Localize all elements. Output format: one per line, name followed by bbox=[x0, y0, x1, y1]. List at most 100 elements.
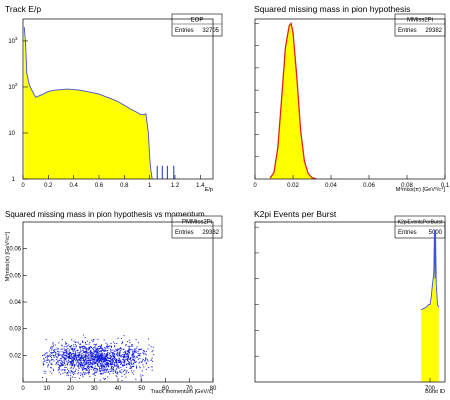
panel3-point bbox=[76, 356, 78, 358]
panel3-point bbox=[54, 351, 56, 353]
panel3-point bbox=[100, 353, 102, 355]
panel3-point bbox=[67, 356, 69, 358]
panel3-point bbox=[88, 371, 90, 373]
panel3-point bbox=[134, 350, 136, 352]
panel3-point bbox=[133, 370, 135, 372]
panel3-point bbox=[76, 363, 78, 365]
panel3-point bbox=[116, 363, 118, 365]
panel3-point bbox=[107, 371, 109, 373]
panel3-point bbox=[56, 357, 58, 359]
panel3-point bbox=[142, 364, 144, 366]
panel3-point bbox=[82, 334, 84, 336]
panel3-point bbox=[72, 360, 74, 362]
panel3-point bbox=[139, 357, 141, 359]
panel3-point bbox=[111, 355, 113, 357]
panel3-point bbox=[106, 369, 108, 371]
panel3-point bbox=[126, 358, 128, 360]
panel3-point bbox=[56, 362, 58, 364]
panel3-point bbox=[100, 350, 102, 352]
panel3-point bbox=[139, 349, 141, 351]
panel3-point bbox=[128, 360, 130, 362]
panel3-point bbox=[100, 359, 102, 361]
panel3-point bbox=[77, 354, 79, 356]
panel3-point bbox=[65, 359, 67, 361]
panel3-point bbox=[127, 371, 129, 373]
panel3-point bbox=[115, 372, 117, 374]
panel3-point bbox=[109, 358, 111, 360]
panel3-point bbox=[89, 354, 91, 356]
panel3-point bbox=[80, 363, 82, 365]
panel3-point bbox=[64, 357, 66, 359]
panel3-point bbox=[109, 360, 111, 362]
panel3-point bbox=[91, 362, 93, 364]
panel1-ytick-label: 10 bbox=[8, 85, 15, 91]
panel3-point bbox=[88, 373, 90, 375]
panel3-point bbox=[55, 352, 57, 354]
panel3-point bbox=[103, 349, 105, 351]
panel3-point bbox=[75, 356, 77, 358]
panel3-point bbox=[120, 361, 122, 363]
panel3-point bbox=[127, 363, 129, 365]
panel3-point bbox=[61, 348, 63, 350]
panel3-point bbox=[88, 343, 90, 345]
panel3-point bbox=[114, 370, 116, 372]
panel3-point bbox=[64, 355, 66, 357]
panel3-point bbox=[99, 368, 101, 370]
panel3-point bbox=[52, 354, 54, 356]
panel3-point bbox=[74, 341, 76, 343]
panel3-point bbox=[44, 354, 46, 356]
panel3-point bbox=[71, 372, 73, 374]
panel3-point bbox=[152, 350, 154, 352]
panel3-point bbox=[70, 352, 72, 354]
panel3-point bbox=[132, 353, 134, 355]
panel3-point bbox=[100, 356, 102, 358]
panel3-point bbox=[78, 356, 80, 358]
panel3-title: Squared missing mass in pion hypothesis … bbox=[5, 210, 205, 219]
panel3-point bbox=[65, 348, 67, 350]
panel3-point bbox=[75, 352, 77, 354]
panel3-point bbox=[78, 359, 80, 361]
panel3-point bbox=[131, 366, 133, 368]
panel3-point bbox=[97, 359, 99, 361]
panel3-point bbox=[78, 355, 80, 357]
panel3-point bbox=[114, 353, 116, 355]
panel3-point bbox=[100, 365, 102, 367]
panel3-point bbox=[107, 358, 109, 360]
panel3-point bbox=[69, 372, 71, 374]
panel3-point bbox=[79, 363, 81, 365]
panel3-point bbox=[117, 337, 119, 339]
panel3-point bbox=[84, 346, 86, 348]
panel3-point bbox=[124, 353, 126, 355]
panel3-point bbox=[103, 357, 105, 359]
panel3-point bbox=[70, 375, 72, 377]
panel3-point bbox=[87, 367, 89, 369]
panel3-point bbox=[107, 351, 109, 353]
panel3-point bbox=[84, 373, 86, 375]
panel3-point bbox=[78, 342, 80, 344]
panel3-point bbox=[74, 350, 76, 352]
panel3-point bbox=[97, 357, 99, 359]
panel3-point bbox=[57, 361, 59, 363]
panel3-point bbox=[49, 353, 51, 355]
panel3-stats-label: Entries bbox=[175, 230, 194, 236]
panel3-point bbox=[106, 353, 108, 355]
panel3-point bbox=[99, 363, 101, 365]
panel3-point bbox=[94, 347, 96, 349]
panel3-point bbox=[83, 364, 85, 366]
panel3-point bbox=[119, 350, 121, 352]
panel3-point bbox=[89, 362, 91, 364]
panel3-point bbox=[133, 362, 135, 364]
panel3-point bbox=[99, 370, 101, 372]
panel3-point bbox=[126, 358, 128, 360]
panel3-point bbox=[96, 360, 98, 362]
panel3-point bbox=[45, 339, 47, 341]
panel3-point bbox=[81, 354, 83, 356]
panel3-point bbox=[58, 354, 60, 356]
panel3-point bbox=[152, 346, 154, 348]
panel3-point bbox=[113, 365, 115, 367]
panel3-point bbox=[66, 372, 68, 374]
panel3-point bbox=[101, 356, 103, 358]
panel3-point bbox=[123, 356, 125, 358]
panel3-point bbox=[135, 347, 137, 349]
